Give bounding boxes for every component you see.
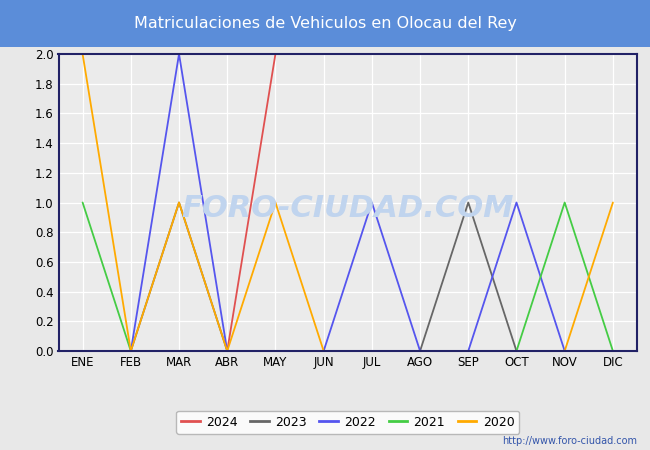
Legend: 2024, 2023, 2022, 2021, 2020: 2024, 2023, 2022, 2021, 2020 bbox=[176, 411, 519, 434]
Text: FORO-CIUDAD.COM: FORO-CIUDAD.COM bbox=[181, 194, 514, 223]
Text: Matriculaciones de Vehiculos en Olocau del Rey: Matriculaciones de Vehiculos en Olocau d… bbox=[133, 16, 517, 31]
Text: http://www.foro-ciudad.com: http://www.foro-ciudad.com bbox=[502, 436, 637, 446]
